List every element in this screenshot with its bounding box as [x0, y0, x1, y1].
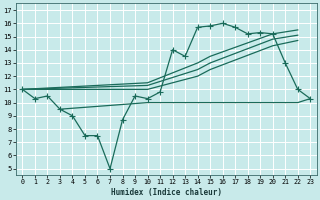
X-axis label: Humidex (Indice chaleur): Humidex (Indice chaleur): [111, 188, 222, 197]
